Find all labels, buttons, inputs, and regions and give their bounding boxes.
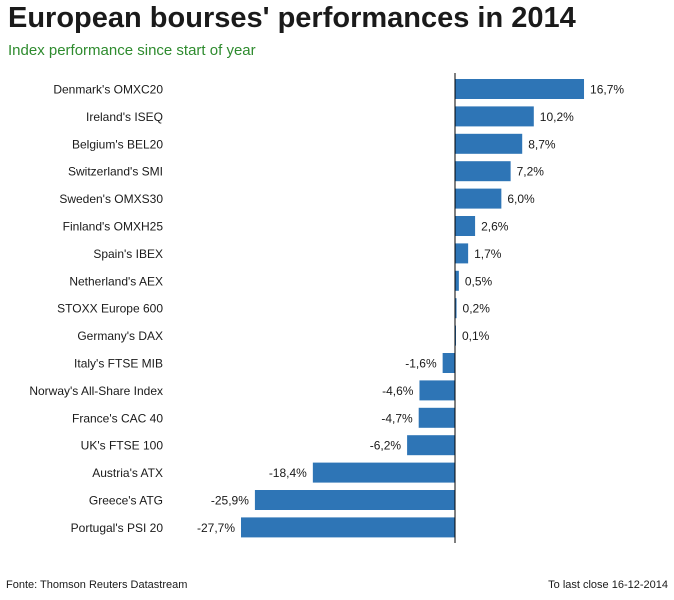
date-note: To last close 16-12-2014 [548, 579, 668, 591]
source-note: Fonte: Thomson Reuters Datastream [6, 579, 188, 591]
bar [455, 133, 523, 154]
category-label: Austria's ATX [92, 466, 163, 480]
bar [455, 298, 457, 319]
value-label: 10,2% [540, 110, 574, 124]
category-label: Germany's DAX [77, 329, 163, 343]
category-label: STOXX Europe 600 [57, 302, 163, 316]
value-label: 0,2% [463, 302, 491, 316]
category-label: Finland's OMXH25 [63, 220, 164, 234]
value-label: -6,2% [370, 439, 402, 453]
category-label: Norway's All-Share Index [29, 384, 163, 398]
chart-title: European bourses' performances in 2014 [8, 2, 576, 34]
category-label: Netherland's AEX [69, 274, 163, 288]
value-label: -25,9% [211, 494, 249, 508]
bar [455, 161, 511, 182]
value-label: -4,6% [382, 384, 414, 398]
category-label: Belgium's BEL20 [72, 137, 163, 151]
value-label: 2,6% [481, 220, 509, 234]
bar [241, 517, 455, 538]
bar [455, 188, 502, 209]
bar [407, 435, 455, 456]
bar [254, 490, 455, 510]
category-label: UK's FTSE 100 [81, 439, 164, 453]
bar [455, 270, 459, 291]
value-label: 0,5% [465, 274, 493, 288]
bar [455, 243, 469, 264]
value-label: -1,6% [405, 357, 437, 371]
category-label: Ireland's ISEQ [86, 110, 163, 124]
bar [455, 216, 476, 236]
category-label: France's CAC 40 [72, 411, 163, 425]
bar [418, 407, 455, 428]
value-label: 1,7% [474, 247, 502, 261]
bar [419, 380, 455, 401]
category-label: Italy's FTSE MIB [74, 357, 163, 371]
category-label: Switzerland's SMI [68, 165, 163, 179]
category-label: Portugal's PSI 20 [71, 521, 164, 535]
chart-subtitle: Index performance since start of year [8, 42, 256, 59]
bar [442, 353, 455, 373]
value-label: 8,7% [528, 137, 556, 151]
bar [455, 106, 534, 127]
value-label: 16,7% [590, 83, 624, 97]
category-label: Sweden's OMXS30 [59, 192, 163, 206]
value-label: -4,7% [381, 411, 413, 425]
value-label: 6,0% [507, 192, 535, 206]
value-label: -27,7% [197, 521, 235, 535]
category-label: Greece's ATG [89, 494, 163, 508]
category-label: Denmark's OMXC20 [53, 83, 163, 97]
bar [455, 79, 585, 99]
value-label: -18,4% [269, 466, 307, 480]
category-label: Spain's IBEX [93, 247, 163, 261]
value-label: 7,2% [517, 165, 545, 179]
bar [312, 462, 455, 483]
value-label: 0,1% [462, 329, 490, 343]
